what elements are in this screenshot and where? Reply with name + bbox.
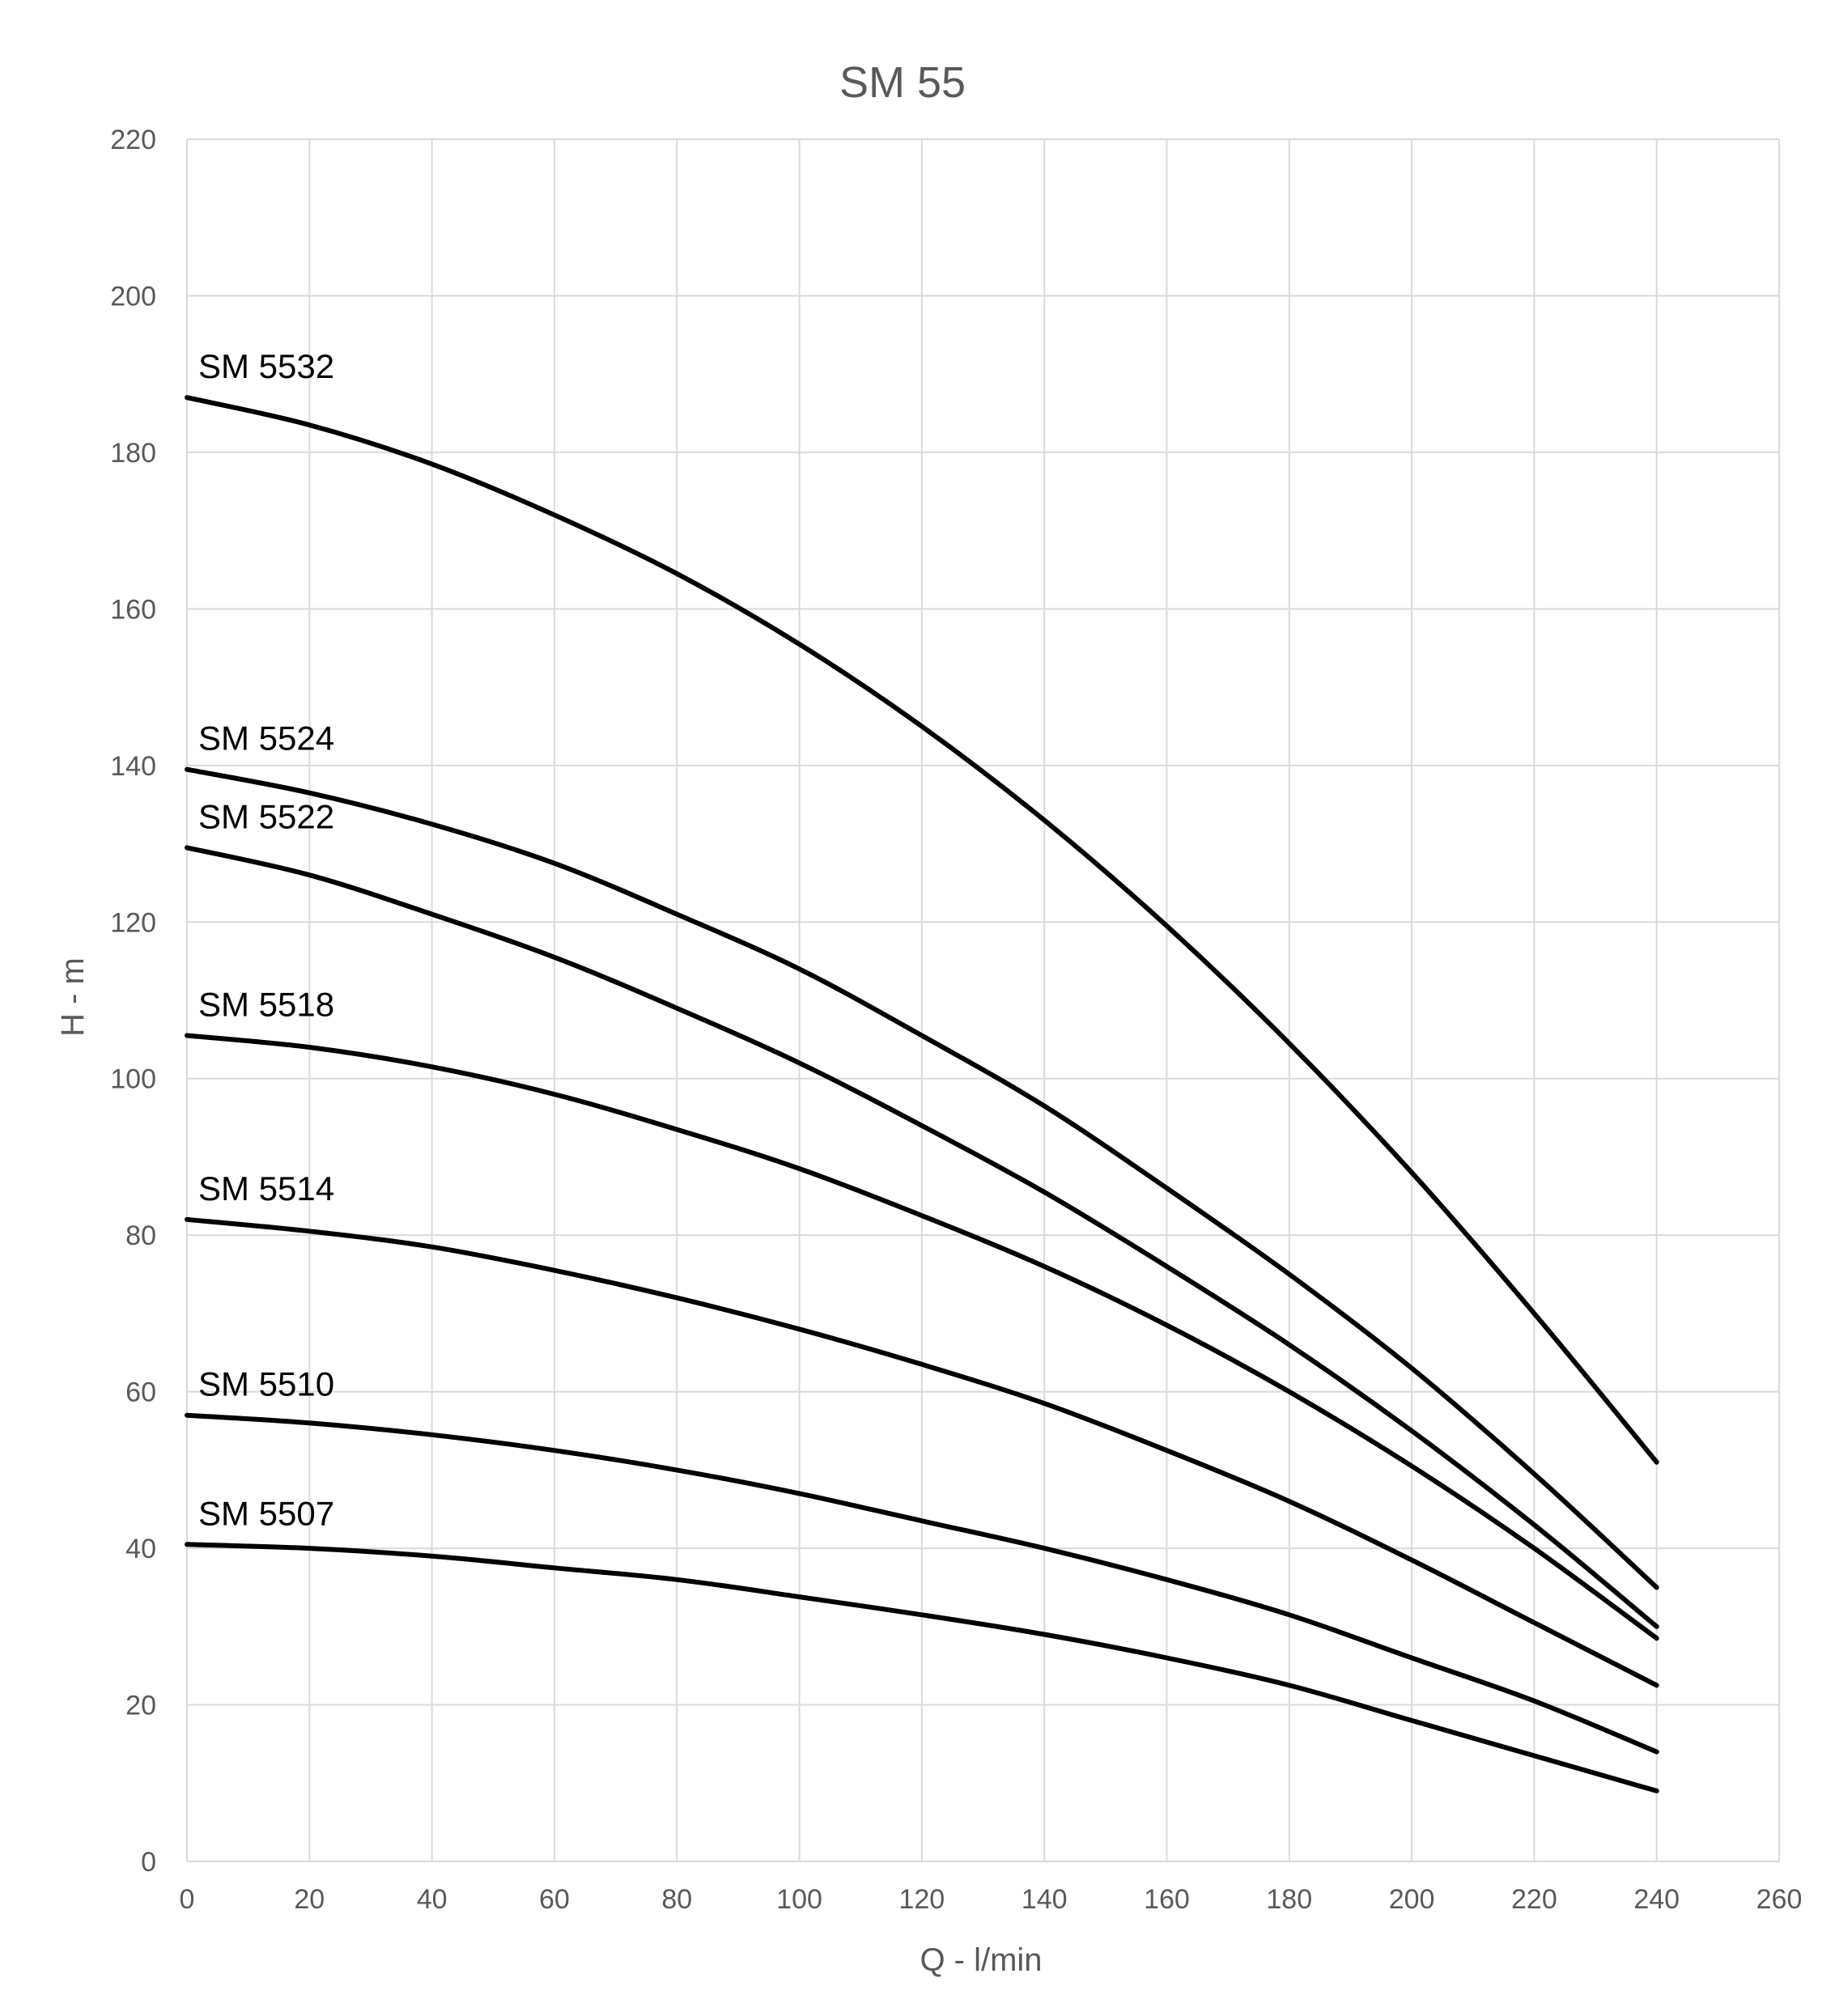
x-tick-label: 120: [898, 1884, 945, 1915]
chart-title: SM 55: [839, 58, 966, 107]
y-tick-label: 100: [110, 1064, 156, 1095]
y-tick-label: 140: [110, 751, 156, 782]
y-tick-label: 220: [110, 125, 156, 155]
series-line-sm-5510: [185, 1412, 1659, 1755]
x-tick-label: 180: [1266, 1884, 1312, 1915]
series-line-sm-5532: [185, 395, 1659, 1465]
x-tick-label: 220: [1511, 1884, 1557, 1915]
y-tick-label: 20: [125, 1691, 156, 1721]
y-tick-label: 160: [110, 594, 156, 625]
y-tick-label: 0: [141, 1847, 156, 1878]
y-tick-label: 200: [110, 281, 156, 312]
x-tick-label: 20: [294, 1884, 325, 1915]
x-axis-title: Q - l/min: [920, 1942, 1042, 1978]
y-axis-title: H - m: [55, 957, 91, 1037]
x-tick-label: 160: [1144, 1884, 1190, 1915]
x-tick-label: 260: [1756, 1884, 1803, 1915]
series-label-sm-5524: SM 5524: [198, 719, 334, 758]
series-label-sm-5514: SM 5514: [198, 1169, 334, 1207]
series-line-sm-5507: [185, 1542, 1659, 1793]
y-tick-label: 120: [110, 907, 156, 938]
grid-layer: [186, 138, 1780, 1862]
series-line-sm-5514: [185, 1216, 1659, 1688]
series-label-sm-5518: SM 5518: [198, 986, 334, 1024]
label-layer: SM 5532 SM 5524 SM 5522 SM 5518 SM 5514 SM 55…: [198, 347, 334, 1532]
x-tick-label: 240: [1633, 1884, 1680, 1915]
tick-layer: 0 20 40 60 80 100 120 140 160 180 200 220 240 260 0 20 4…: [110, 125, 1802, 1915]
x-tick-label: 100: [776, 1884, 822, 1915]
series-line-sm-5524: [185, 766, 1659, 1590]
x-tick-label: 0: [180, 1884, 195, 1915]
series-line-sm-5518: [185, 1033, 1659, 1641]
x-tick-label: 200: [1389, 1884, 1435, 1915]
x-tick-label: 40: [417, 1884, 448, 1915]
x-tick-label: 60: [539, 1884, 570, 1915]
y-tick-label: 80: [125, 1220, 156, 1251]
series-label-sm-5507: SM 5507: [198, 1494, 334, 1532]
series-label-sm-5522: SM 5522: [198, 797, 334, 835]
x-tick-label: 140: [1022, 1884, 1068, 1915]
series-line-sm-5522: [185, 845, 1659, 1629]
y-tick-label: 40: [125, 1534, 156, 1564]
series-label-sm-5532: SM 5532: [198, 347, 334, 385]
y-tick-label: 180: [110, 438, 156, 469]
x-tick-label: 80: [661, 1884, 692, 1915]
y-tick-label: 60: [125, 1377, 156, 1408]
series-layer: [185, 395, 1659, 1793]
series-label-sm-5510: SM 5510: [198, 1365, 334, 1403]
